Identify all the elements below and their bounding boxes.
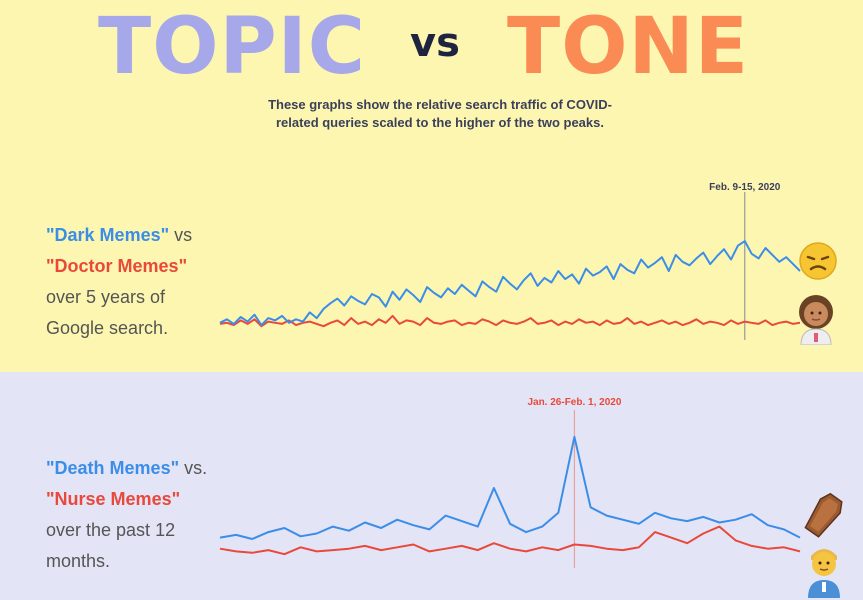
woman-doctor-icon <box>799 295 833 345</box>
bottom-chart-caption: "Death Memes" vs. "Nurse Memes" over the… <box>46 453 207 577</box>
caption-series-death-memes: "Death Memes" <box>46 458 180 478</box>
title-vs: vs <box>410 20 460 66</box>
red-series-line <box>219 314 801 328</box>
red-series-line <box>219 525 801 556</box>
title-topic: TOPIC <box>98 2 366 92</box>
bottom-line-chart: Jan. 26-Feb. 1, 2020 <box>219 397 801 568</box>
caption-series-nurse-memes: "Nurse Memes" <box>46 489 181 509</box>
caption-series-dark-memes: "Dark Memes" <box>46 225 170 245</box>
annotation-label: Feb. 9-15, 2020 <box>709 182 781 193</box>
annotation-label: Jan. 26-Feb. 1, 2020 <box>527 397 621 408</box>
top-line-chart: Feb. 9-15, 2020 <box>219 182 801 340</box>
caption-line-3: over 5 years of <box>46 287 166 307</box>
top-panel <box>0 0 863 372</box>
caption-line-4: Google search. <box>46 318 169 338</box>
blue-series-line <box>219 240 801 327</box>
caption-joiner: vs <box>169 225 193 245</box>
subtitle: These graphs show the relative search tr… <box>180 96 700 132</box>
subtitle-line-2: related queries scaled to the higher of … <box>276 115 604 130</box>
caption-series-doctor-memes: "Doctor Memes" <box>46 256 188 276</box>
infographic-title: TOPIC vs TONE <box>0 2 863 92</box>
top-chart-caption: "Dark Memes" vs "Doctor Memes" over 5 ye… <box>46 220 192 344</box>
subtitle-line-1: These graphs show the relative search tr… <box>268 97 612 112</box>
title-tone: TONE <box>507 2 750 92</box>
bottom-panel <box>0 372 863 600</box>
coffin-icon <box>804 492 843 538</box>
caption-line-4: months. <box>46 551 111 571</box>
caption-joiner: vs. <box>179 458 208 478</box>
unamused-face-icon <box>799 242 837 280</box>
blue-series-line <box>219 435 801 540</box>
caption-line-3: over the past 12 <box>46 520 176 540</box>
man-health-worker-icon <box>808 549 840 598</box>
